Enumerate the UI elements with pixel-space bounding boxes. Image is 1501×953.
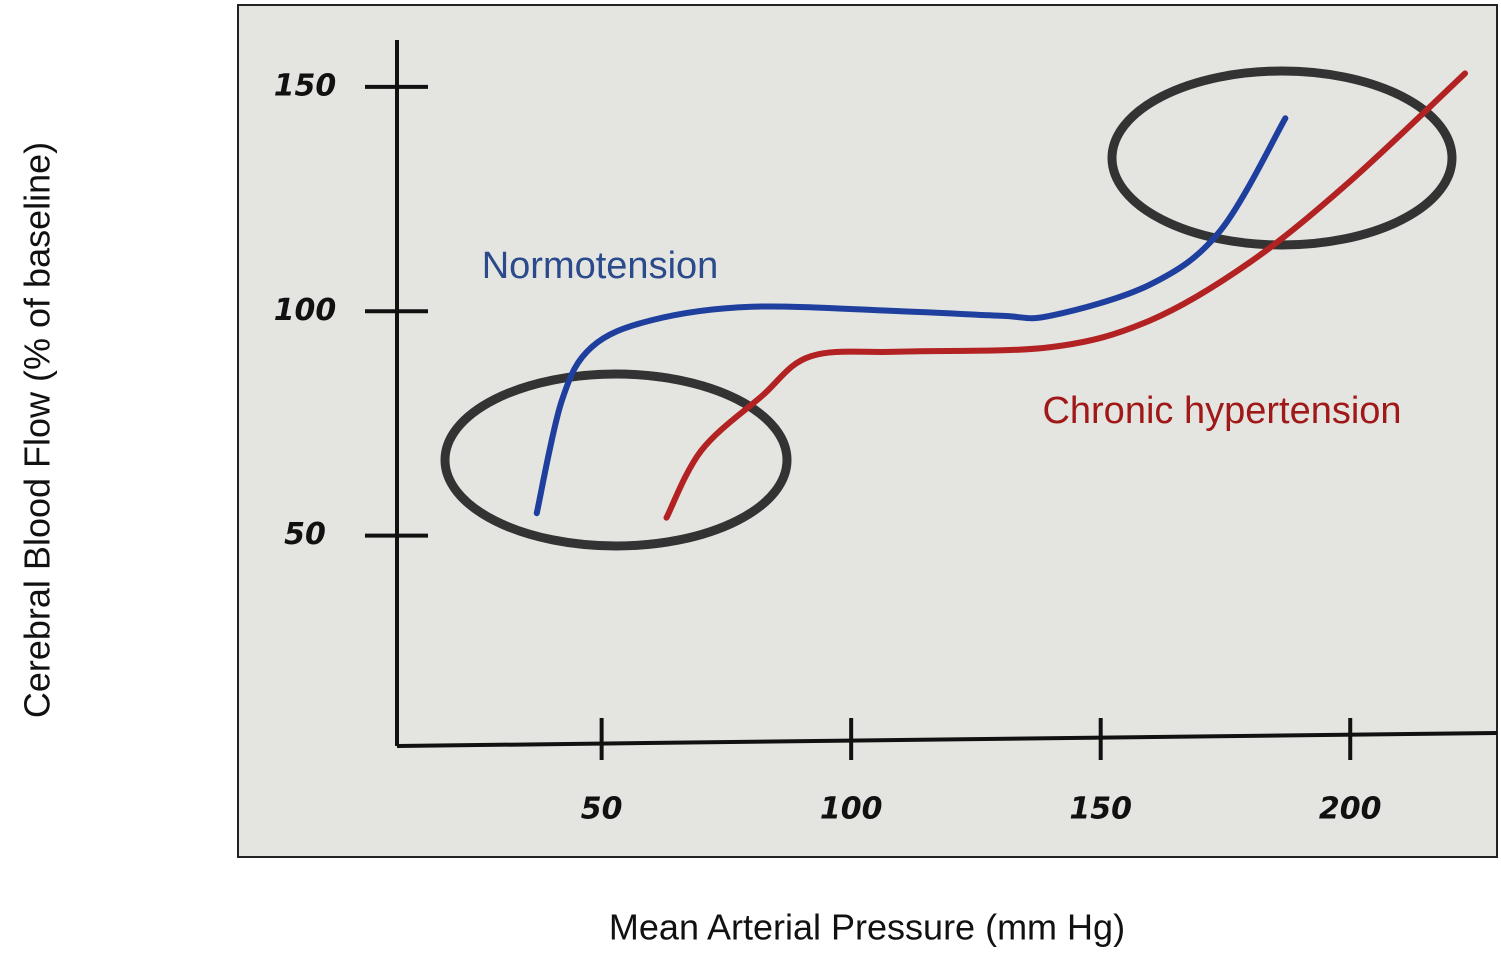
x-tick-label: 100 — [820, 792, 883, 827]
highlight-ellipse — [440, 369, 792, 551]
x-tick-label: 200 — [1319, 792, 1382, 827]
photo-frame — [237, 4, 1498, 858]
series-line — [663, 70, 1469, 521]
x-axis — [396, 731, 1498, 748]
highlight-ellipse — [1107, 66, 1457, 250]
x-axis-title: Mean Arterial Pressure (mm Hg) — [609, 907, 1125, 948]
series-label: Chronic hypertension — [1042, 390, 1401, 432]
y-axis-title: Cerebral Blood Flow (% of baseline) — [17, 142, 58, 718]
y-tick-label: 100 — [274, 293, 337, 328]
y-tick-label: 150 — [274, 68, 337, 103]
series-line — [533, 115, 1289, 517]
series-label: Normotension — [482, 245, 719, 287]
y-tick-label: 50 — [284, 517, 326, 552]
x-tick-label: 150 — [1069, 792, 1132, 827]
x-tick-label: 50 — [581, 792, 623, 827]
